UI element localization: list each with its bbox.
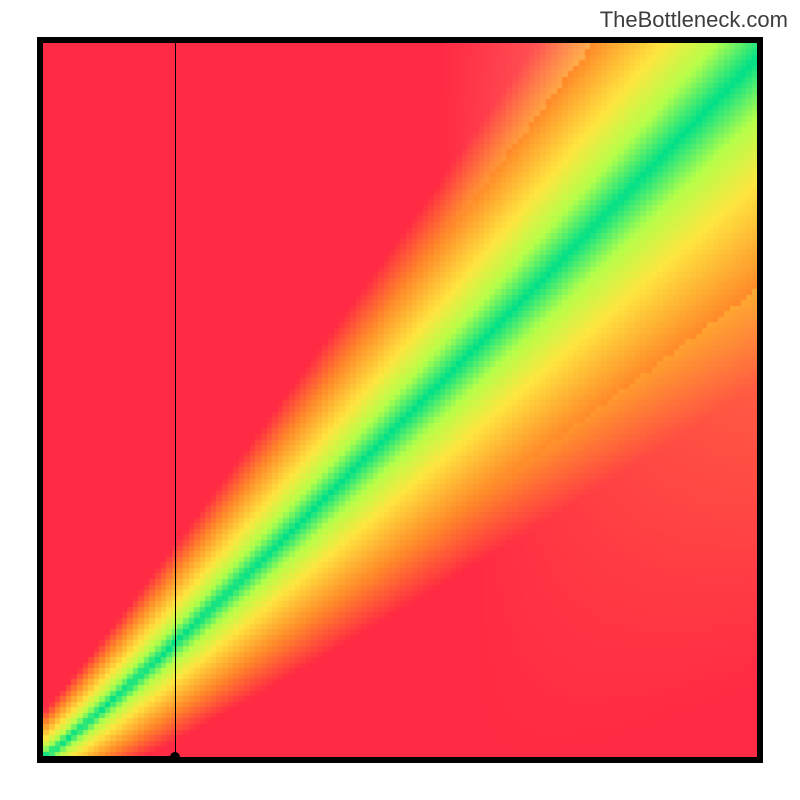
plot-frame <box>37 37 763 763</box>
source-watermark: TheBottleneck.com <box>600 7 788 33</box>
marker-vertical-line <box>175 43 176 757</box>
marker-dot <box>170 752 180 762</box>
figure-container: TheBottleneck.com <box>0 0 800 800</box>
bottleneck-heatmap <box>43 43 757 757</box>
marker-horizontal-line <box>43 756 175 757</box>
